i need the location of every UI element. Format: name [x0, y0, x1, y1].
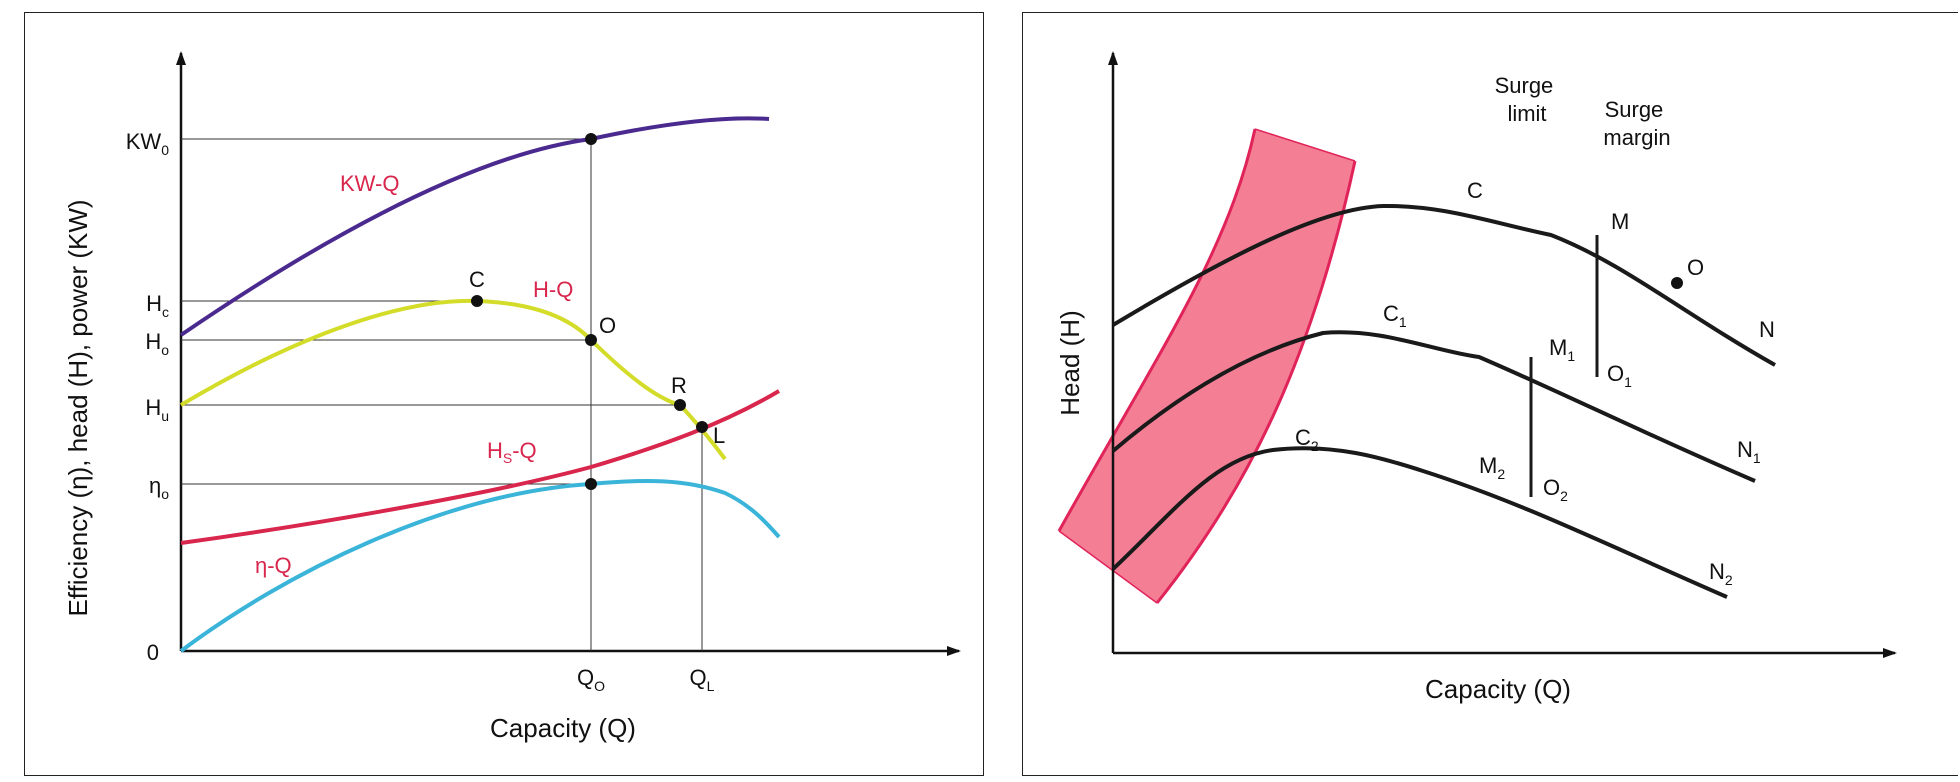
label-point-r: R: [671, 373, 687, 398]
label-n2: N2: [1709, 559, 1733, 588]
operating-points: [471, 133, 708, 490]
left-x-axis-title: Capacity (Q): [490, 713, 636, 743]
label-m2: M2: [1479, 453, 1505, 482]
speed-curve-n1: [1111, 330, 1756, 483]
tick-eta-o: ηo: [149, 473, 169, 502]
point-eta-o: [585, 478, 597, 490]
point-o-marker: [1671, 277, 1683, 289]
surge-band: [1059, 129, 1355, 603]
point-r: [674, 399, 686, 411]
point-c: [471, 295, 483, 307]
label-eta-q: η-Q: [255, 553, 292, 578]
kw-q-curve: [179, 116, 770, 337]
hs-q-curve: [180, 389, 781, 545]
point-l: [696, 421, 708, 433]
surge-band-top-edge: [1254, 128, 1356, 162]
h-q-curve: [179, 298, 727, 461]
label-o: O: [1687, 255, 1704, 280]
label-point-l: L: [713, 423, 725, 448]
tick-ho: Ho: [145, 329, 169, 358]
tick-hc: Hc: [146, 291, 169, 320]
surge-margin-line: [1155, 160, 1357, 604]
surge-margin-panel: Head (H) Capacity (Q) Surge limit Surge …: [1022, 12, 1958, 776]
label-m1: M1: [1549, 335, 1575, 364]
speed-curve-n2: [1111, 446, 1728, 599]
label-hs-q: HS-Q: [487, 438, 537, 466]
label-point-o: O: [599, 313, 616, 338]
tick-ql: QL: [690, 665, 715, 694]
surge-band-bottom-edge: [1058, 530, 1158, 604]
tick-hu: Hu: [145, 395, 169, 424]
surge-limit-line: [1057, 128, 1257, 532]
label-n1: N1: [1737, 437, 1761, 466]
label-c2: C2: [1295, 425, 1319, 454]
label-o2: O2: [1543, 475, 1568, 504]
performance-curves-diagram: Efficiency (η), head (H), power (KW) KW0…: [63, 51, 961, 743]
label-surge-limit: Surge limit: [1495, 73, 1560, 126]
performance-curves-panel: Efficiency (η), head (H), power (KW) KW0…: [24, 12, 984, 776]
right-y-axis-title: Head (H): [1055, 310, 1085, 415]
label-h-q: H-Q: [533, 277, 573, 302]
label-c1: C1: [1383, 301, 1407, 330]
label-surge-margin: Surge margin: [1603, 97, 1670, 150]
tick-zero: 0: [147, 640, 159, 665]
label-m: M: [1611, 209, 1629, 234]
right-x-axis-title: Capacity (Q): [1425, 674, 1571, 704]
speed-curve-n: [1111, 203, 1776, 367]
surge-margin-diagram: Head (H) Capacity (Q) Surge limit Surge …: [1055, 51, 1897, 704]
point-kw0: [585, 133, 597, 145]
label-c: C: [1467, 178, 1483, 203]
left-y-axis-title: Efficiency (η), head (H), power (KW): [63, 199, 93, 616]
tick-kw0: KW0: [126, 129, 169, 158]
label-o1: O1: [1607, 361, 1632, 390]
label-n: N: [1759, 317, 1775, 342]
tick-qo: QO: [577, 665, 605, 694]
label-point-c: C: [469, 267, 485, 292]
point-o: [585, 334, 597, 346]
label-kw-q: KW-Q: [340, 171, 399, 196]
